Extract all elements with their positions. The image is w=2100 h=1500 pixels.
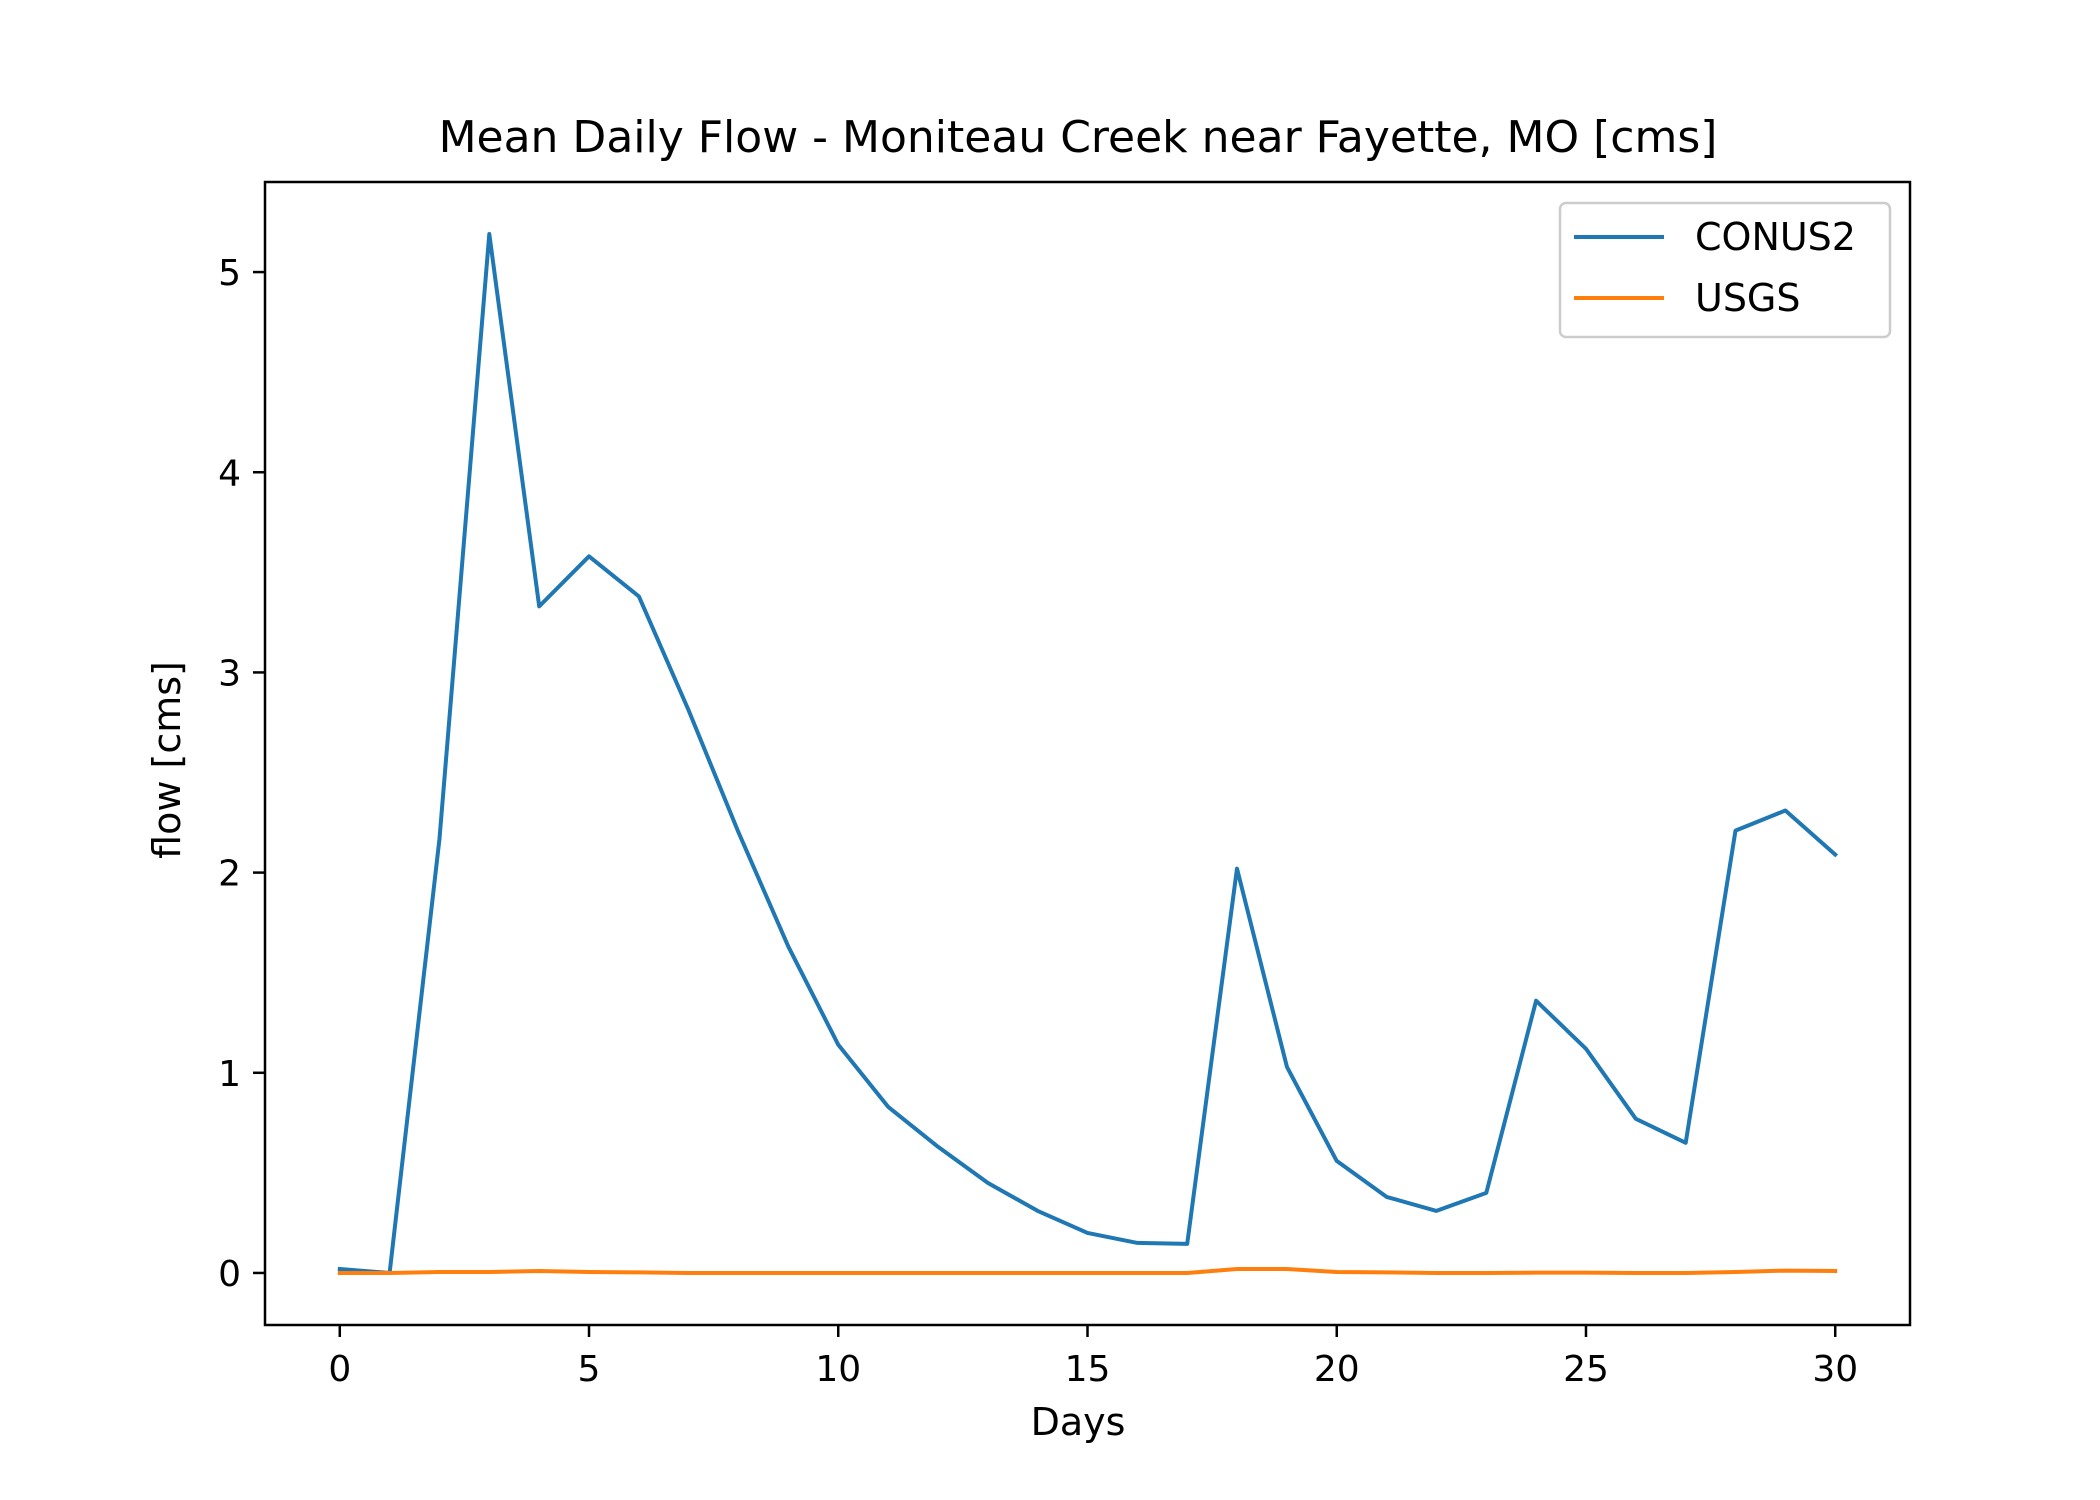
x-tick-label: 10 xyxy=(815,1349,861,1390)
y-axis-label: flow [cms] xyxy=(145,661,189,859)
x-tick-label: 0 xyxy=(328,1349,351,1390)
x-axis-label: Days xyxy=(1031,1400,1126,1444)
x-tick-label: 5 xyxy=(578,1349,601,1390)
x-tick-label: 25 xyxy=(1563,1349,1609,1390)
y-tick-label: 4 xyxy=(218,453,241,494)
series-layer xyxy=(337,232,1839,1275)
legend-label-usgs: USGS xyxy=(1695,276,1801,320)
legend-label-conus2: CONUS2 xyxy=(1695,215,1856,259)
y-axis: 0 1 2 3 4 5 xyxy=(218,253,265,1295)
y-tick-label: 5 xyxy=(218,253,241,294)
chart-title: Mean Daily Flow - Moniteau Creek near Fa… xyxy=(439,112,1718,163)
x-axis: 0 5 10 15 20 25 30 xyxy=(328,1325,1858,1390)
x-tick-label: 20 xyxy=(1314,1349,1360,1390)
series-line-usgs xyxy=(337,1267,1838,1275)
y-tick-label: 0 xyxy=(218,1254,241,1295)
y-tick-label: 2 xyxy=(218,854,241,895)
x-tick-label: 30 xyxy=(1812,1349,1858,1390)
y-tick-label: 1 xyxy=(218,1054,241,1095)
x-tick-label: 15 xyxy=(1065,1349,1111,1390)
plot-frame xyxy=(263,180,1912,1327)
series-line-conus2 xyxy=(337,232,1839,1275)
y-tick-label: 3 xyxy=(218,653,241,694)
legend: CONUS2 USGS xyxy=(1558,201,1892,339)
